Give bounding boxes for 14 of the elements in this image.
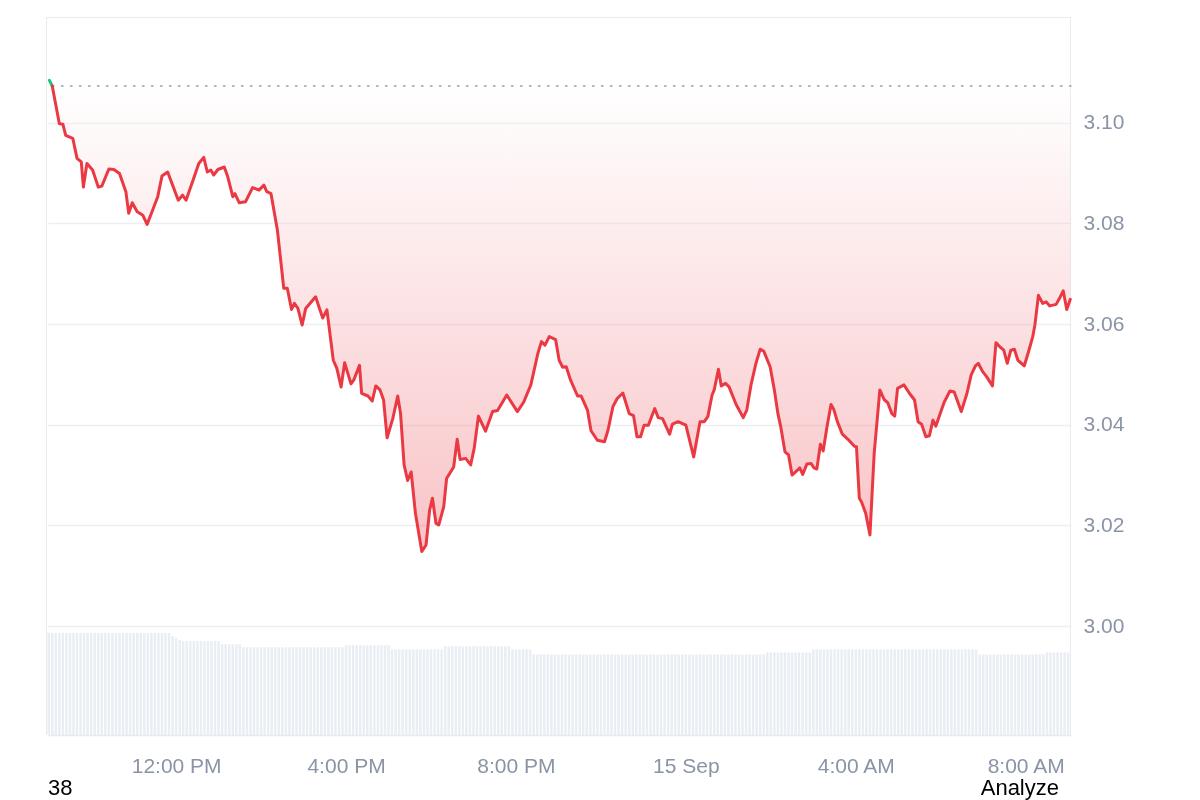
x-tick-label: 4:00 PM	[307, 753, 386, 777]
x-tick-label: 8:00 PM	[477, 753, 556, 777]
text: 38	[48, 775, 73, 800]
y-tick-label: 3.04	[1083, 412, 1125, 436]
text: Analyze	[980, 775, 1059, 800]
x-tick-label: 4:00 AM	[817, 753, 895, 777]
x-tick-label: 15 Sep	[653, 753, 720, 777]
y-tick-label: 3.10	[1083, 110, 1125, 134]
y-tick-label: 3.02	[1083, 512, 1125, 536]
x-tick-label: 12:00 PM	[131, 753, 222, 777]
x-tick-label: 8:00 AM	[987, 753, 1065, 777]
y-tick-label: 3.00	[1083, 613, 1125, 637]
y-tick-label: 3.08	[1083, 210, 1125, 234]
y-tick-label: 3.06	[1083, 311, 1125, 335]
